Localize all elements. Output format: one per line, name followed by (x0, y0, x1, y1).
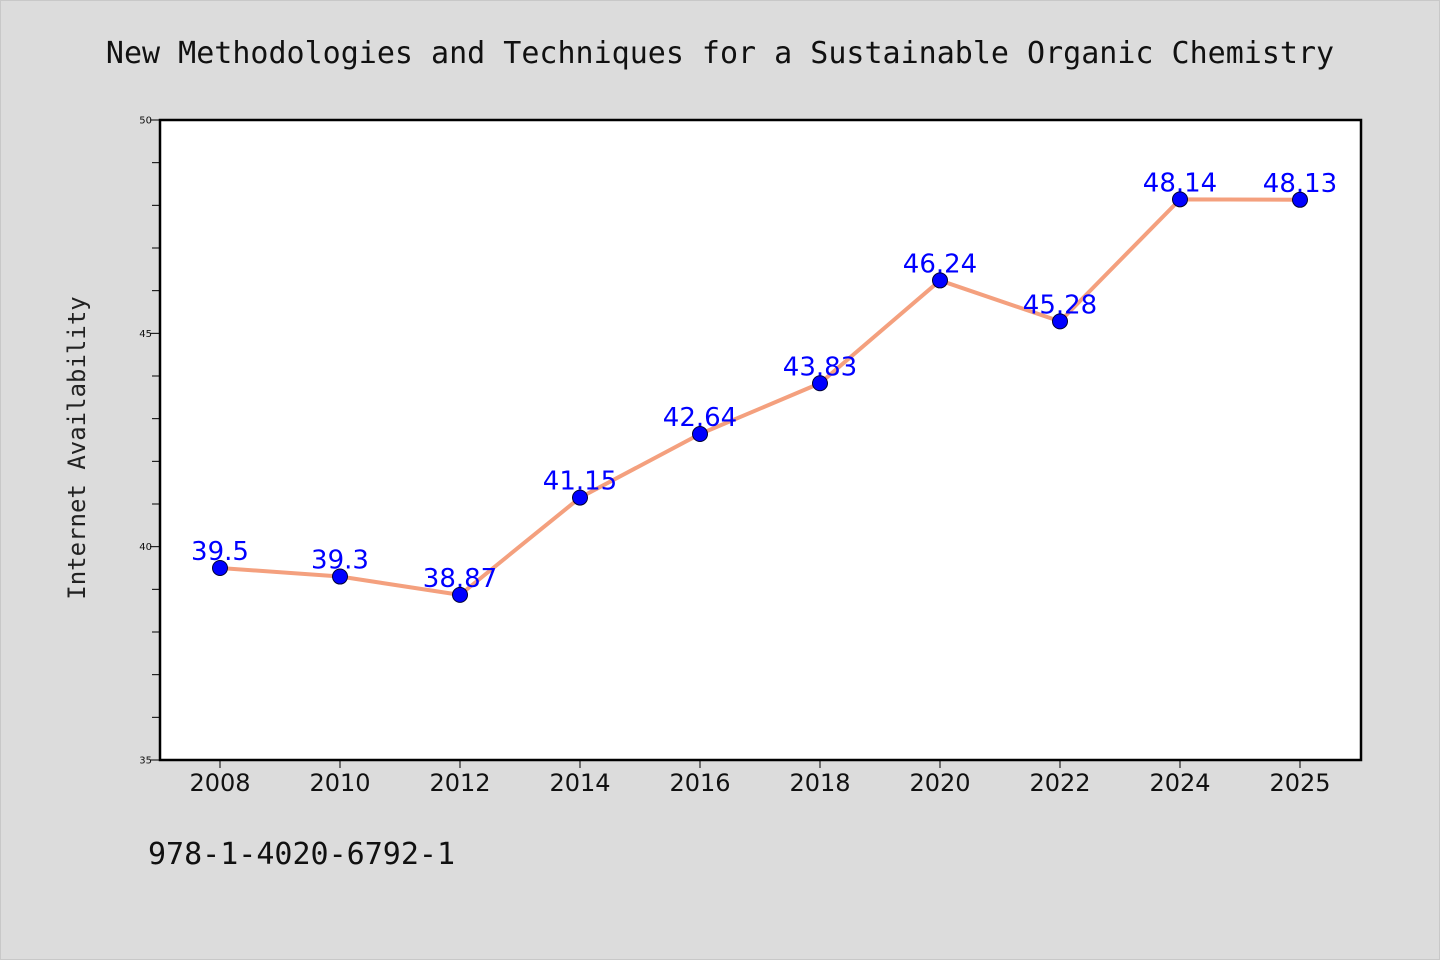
x-tick-label: 2014 (549, 769, 610, 797)
data-point (212, 560, 228, 576)
data-point (1172, 191, 1188, 208)
y-tick-label: 45 (139, 329, 152, 340)
series-line-group (212, 191, 1308, 603)
data-point (452, 586, 468, 603)
x-tick-label: 2020 (909, 769, 970, 797)
data-label: 41.15 (543, 467, 617, 497)
data-point (692, 426, 708, 443)
x-tick-label: 2012 (429, 769, 490, 797)
data-point (332, 568, 348, 585)
data-label: 46.24 (903, 249, 977, 279)
data-label: 43.83 (783, 352, 857, 382)
x-tick-label: 2010 (309, 769, 370, 797)
data-label: 48.14 (1143, 168, 1217, 198)
footnote-isbn: 978-1-4020-6792-1 (148, 837, 455, 872)
x-axis-ticks: 2008 2010 2012 2014 2016 2018 2020 2022 2024 2025 (189, 760, 1331, 797)
chart-title: New Methodologies and Techniques for a S… (106, 36, 1334, 71)
x-tick-label: 2018 (789, 769, 850, 797)
data-label: 42.64 (663, 403, 737, 433)
series-line (218, 197, 1302, 597)
data-label: 48.13 (1263, 169, 1337, 199)
x-tick-label: 2025 (1269, 769, 1330, 797)
data-point (1052, 313, 1068, 330)
data-point (812, 375, 828, 392)
x-tick-label: 2016 (669, 769, 730, 797)
y-tick-label: 35 (139, 756, 152, 767)
data-point (932, 272, 948, 289)
data-label: 45.28 (1023, 290, 1097, 320)
y-axis-ticks: 35 40 45 50 (139, 116, 160, 767)
x-tick-label: 2024 (1149, 769, 1210, 797)
y-tick-label: 50 (139, 116, 152, 127)
y-axis-label: Internet Availability (63, 296, 91, 599)
data-label: 39.3 (311, 546, 369, 576)
plot-area (158, 118, 1363, 762)
y-tick-label: 40 (139, 542, 152, 553)
x-tick-label: 2022 (1029, 769, 1090, 797)
data-point (572, 489, 588, 506)
data-label: 38.87 (423, 564, 497, 594)
data-point (1292, 191, 1308, 208)
x-tick-label: 2008 (189, 769, 250, 797)
data-labels-group: 39.5 39.3 38.87 41.15 42.64 43.83 46.24 45.28 48… (191, 168, 1337, 594)
data-label: 39.5 (191, 537, 249, 567)
